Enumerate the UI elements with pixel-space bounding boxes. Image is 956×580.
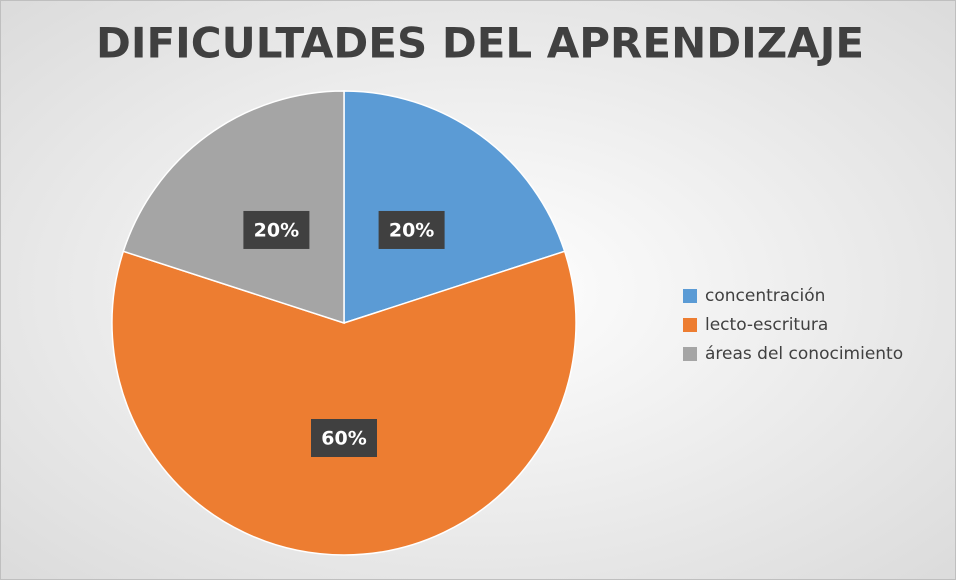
pie-slice <box>122 90 345 325</box>
legend-swatch <box>683 347 697 361</box>
data-label-box <box>378 210 445 249</box>
data-label: 20% <box>254 219 299 241</box>
pie-slice <box>343 90 566 325</box>
data-label: 20% <box>389 219 434 241</box>
legend-label: áreas del conocimiento <box>705 344 903 364</box>
pie-slice <box>111 250 577 556</box>
chart-title: DIFICULTADES DEL APRENDIZAJE <box>96 19 864 68</box>
legend-label: lecto-escritura <box>705 315 828 335</box>
legend-swatch <box>683 318 697 332</box>
legend-label: concentración <box>705 286 825 306</box>
data-label: 60% <box>321 428 366 450</box>
legend-swatch <box>683 289 697 303</box>
data-label-box <box>311 419 377 457</box>
data-label-box <box>243 210 310 249</box>
